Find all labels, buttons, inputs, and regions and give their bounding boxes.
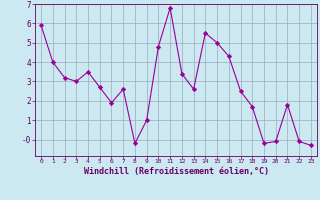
X-axis label: Windchill (Refroidissement éolien,°C): Windchill (Refroidissement éolien,°C) (84, 167, 268, 176)
